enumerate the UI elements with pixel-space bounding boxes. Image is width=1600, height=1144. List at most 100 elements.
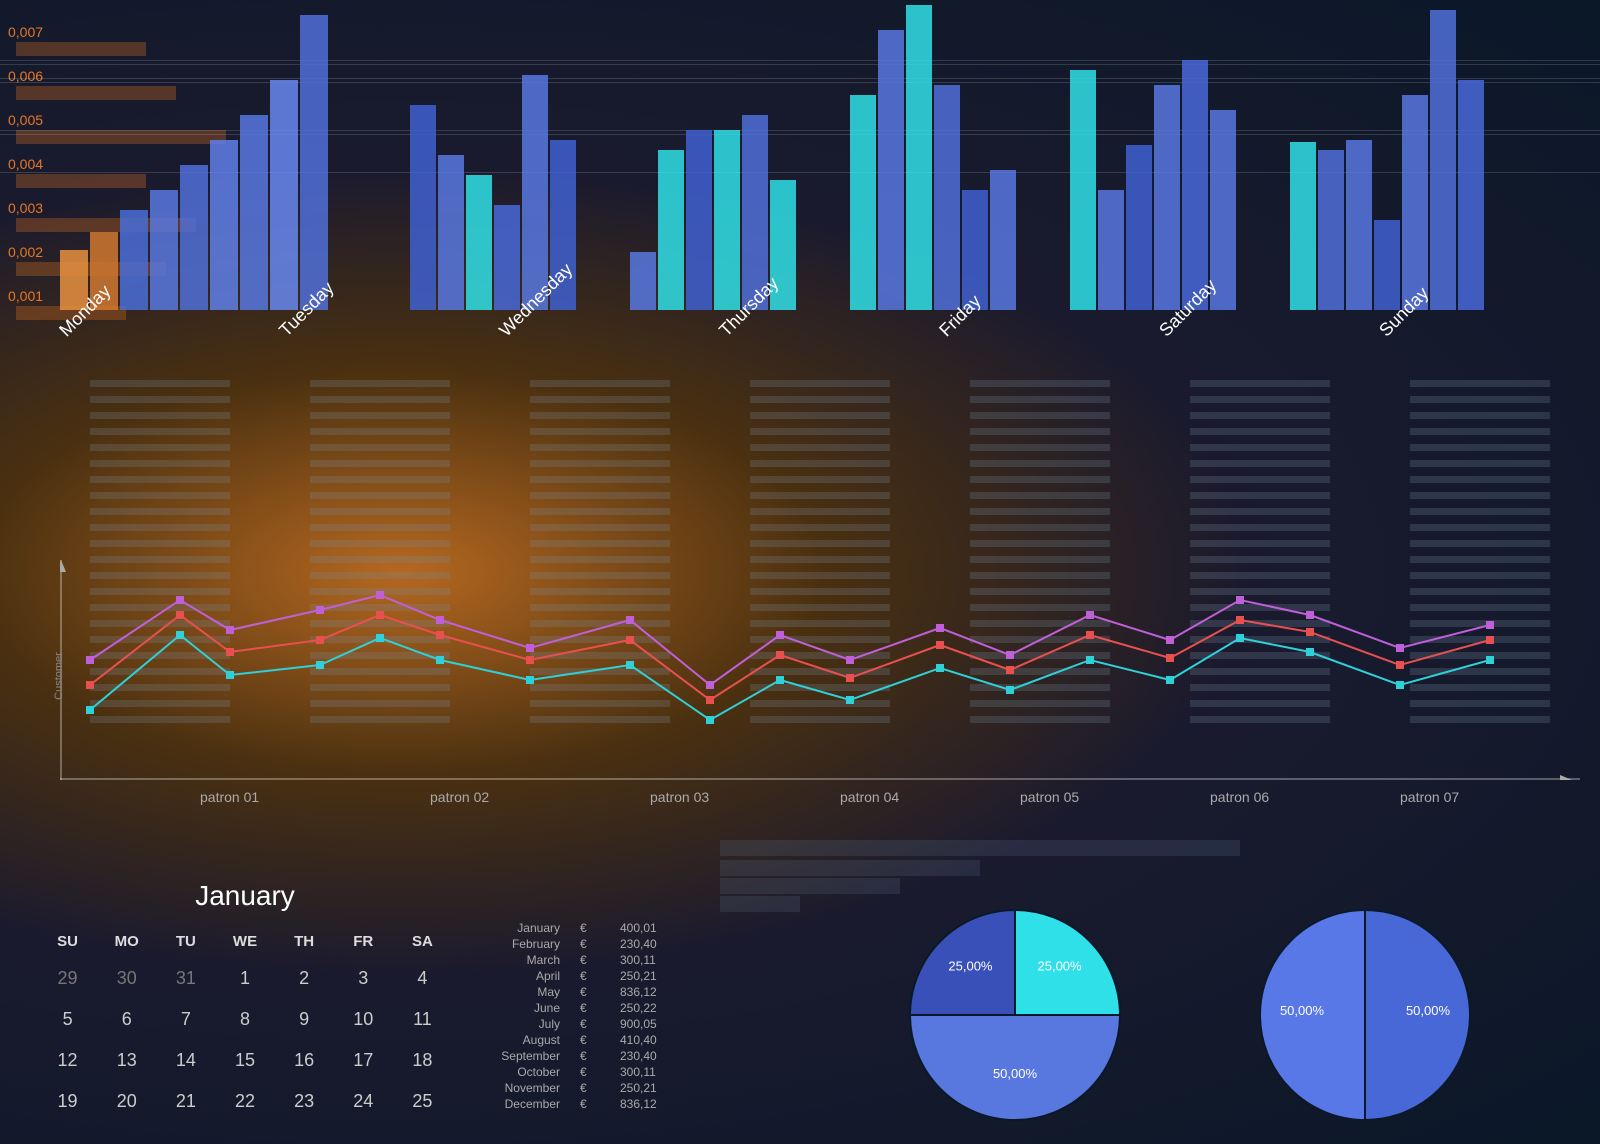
chart-bar	[270, 80, 298, 310]
svg-text:50,00%: 50,00%	[1406, 1003, 1451, 1018]
month-row: July€900,05	[500, 1016, 680, 1032]
chart-bar	[1458, 80, 1484, 310]
calendar-header: FR	[336, 927, 391, 956]
calendar-cell[interactable]: 3	[336, 960, 391, 997]
chart-bar	[1126, 145, 1152, 310]
chart-bar	[438, 155, 464, 310]
chart-bar	[1346, 140, 1372, 310]
month-table: January€400,01February€230,40March€300,1…	[500, 920, 680, 1112]
calendar-cell[interactable]: 7	[158, 1001, 213, 1038]
chart-bar	[934, 85, 960, 310]
chart-bar	[410, 105, 436, 310]
calendar: January SUMOTUWETHFRSA293031123456789101…	[40, 880, 450, 1120]
month-row: May€836,12	[500, 984, 680, 1000]
calendar-cell[interactable]: 24	[336, 1083, 391, 1120]
chart-bar	[1290, 142, 1316, 310]
calendar-title: January	[40, 880, 450, 912]
calendar-cell[interactable]: 1	[217, 960, 272, 997]
chart-bar	[1210, 110, 1236, 310]
y-tick-label: 0,005	[8, 112, 43, 128]
calendar-header: TU	[158, 927, 213, 956]
calendar-cell[interactable]: 14	[158, 1042, 213, 1079]
chart-bar	[878, 30, 904, 310]
chart-bar	[494, 205, 520, 310]
calendar-cell[interactable]: 30	[99, 960, 154, 997]
chart-bar	[990, 170, 1016, 310]
chart-bar	[150, 190, 178, 310]
pie-chart-1: 25,00% 50,00% 25,00%	[900, 900, 1130, 1135]
chart-bar	[466, 175, 492, 310]
calendar-cell[interactable]: 21	[158, 1083, 213, 1120]
y-tick-label: 0,004	[8, 156, 43, 172]
month-row: September€230,40	[500, 1048, 680, 1064]
calendar-cell[interactable]: 20	[99, 1083, 154, 1120]
calendar-cell[interactable]: 12	[40, 1042, 95, 1079]
month-row: December€836,12	[500, 1096, 680, 1112]
calendar-cell[interactable]: 9	[277, 1001, 332, 1038]
calendar-cell[interactable]: 11	[395, 1001, 450, 1038]
calendar-cell[interactable]: 16	[277, 1042, 332, 1079]
month-row: February€230,40	[500, 936, 680, 952]
x-tick-label: patron 03	[650, 789, 709, 805]
calendar-cell[interactable]: 22	[217, 1083, 272, 1120]
chart-bar	[210, 140, 238, 310]
calendar-cell[interactable]: 4	[395, 960, 450, 997]
calendar-cell[interactable]: 19	[40, 1083, 95, 1120]
chart-bar	[1374, 220, 1400, 310]
calendar-cell[interactable]: 23	[277, 1083, 332, 1120]
calendar-cell[interactable]: 8	[217, 1001, 272, 1038]
calendar-cell[interactable]: 15	[217, 1042, 272, 1079]
svg-text:25,00%: 25,00%	[948, 958, 993, 973]
month-row: November€250,21	[500, 1080, 680, 1096]
chart-bar	[1154, 85, 1180, 310]
chart-bar	[850, 95, 876, 310]
chart-bar	[300, 15, 328, 310]
chart-bar	[714, 130, 740, 310]
x-tick-label: patron 06	[1210, 789, 1269, 805]
pie-chart-2: 50,00%50,00%	[1250, 900, 1480, 1135]
month-row: January€400,01	[500, 920, 680, 936]
x-tick-label: patron 07	[1400, 789, 1459, 805]
chart-bar	[1070, 70, 1096, 310]
calendar-cell[interactable]: 29	[40, 960, 95, 997]
month-row: June€250,22	[500, 1000, 680, 1016]
month-row: October€300,11	[500, 1064, 680, 1080]
month-row: April€250,21	[500, 968, 680, 984]
chart-bar	[906, 5, 932, 310]
calendar-cell[interactable]: 25	[395, 1083, 450, 1120]
calendar-cell[interactable]: 17	[336, 1042, 391, 1079]
y-tick-label: 0,007	[8, 24, 43, 40]
chart-bar	[1318, 150, 1344, 310]
dashboard-container: 0,0010,0020,0030,0040,0050,0060,007 Mond…	[0, 0, 1600, 1144]
y-tick-label: 0,002	[8, 244, 43, 260]
chart-bar	[630, 252, 656, 310]
calendar-cell[interactable]: 2	[277, 960, 332, 997]
calendar-grid: SUMOTUWETHFRSA29303112345678910111213141…	[40, 927, 450, 1120]
y-tick-label: 0,003	[8, 200, 43, 216]
x-tick-label: patron 04	[840, 789, 899, 805]
chart-bar	[240, 115, 268, 310]
calendar-cell[interactable]: 31	[158, 960, 213, 997]
svg-text:50,00%: 50,00%	[993, 1066, 1038, 1081]
month-row: August€410,40	[500, 1032, 680, 1048]
x-tick-label: patron 05	[1020, 789, 1079, 805]
chart-bar	[1430, 10, 1456, 310]
calendar-cell[interactable]: 10	[336, 1001, 391, 1038]
chart-bar	[1182, 60, 1208, 310]
calendar-header: SU	[40, 927, 95, 956]
calendar-cell[interactable]: 5	[40, 1001, 95, 1038]
calendar-cell[interactable]: 18	[395, 1042, 450, 1079]
calendar-cell[interactable]: 13	[99, 1042, 154, 1079]
chart-bar	[522, 75, 548, 310]
line-chart-svg	[60, 560, 1580, 780]
line-chart: Customer patron 01patron 02patron 03patr…	[60, 560, 1580, 780]
calendar-cell[interactable]: 6	[99, 1001, 154, 1038]
chart-bar	[120, 210, 148, 310]
y-tick-label: 0,001	[8, 288, 43, 304]
chart-bar	[658, 150, 684, 310]
month-row: March€300,11	[500, 952, 680, 968]
chart-bar	[180, 165, 208, 310]
bar-chart	[60, 0, 1580, 310]
chart-bar	[1402, 95, 1428, 310]
svg-text:25,00%: 25,00%	[1038, 958, 1083, 973]
